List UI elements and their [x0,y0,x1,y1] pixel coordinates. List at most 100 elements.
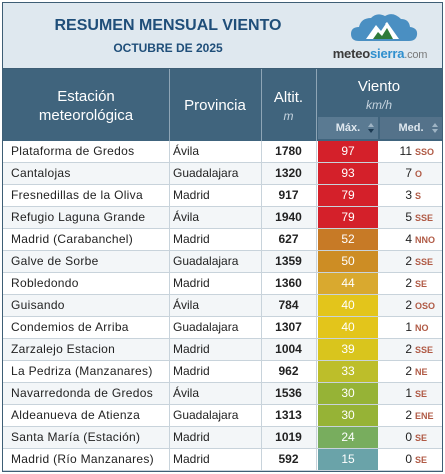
table-column-header: Estación meteorológica Provincia Altit. … [3,69,442,141]
avg-wind-cell: 1 SE [380,383,442,404]
station-name: Aldeanueva de Atienza [11,408,141,422]
table-row[interactable]: La Pedriza (Manzanares) Madrid 962 33 2 NE [3,361,442,383]
wind-direction: SSO [415,147,435,157]
province-cell: Madrid [173,276,210,290]
table-row[interactable]: Guisando Ávila 784 40 2 OSO [3,295,442,317]
table-row[interactable]: Plataforma de Gredos Ávila 1780 97 11 SSO [3,141,442,163]
altitude-cell: 1320 [275,166,302,180]
cell-divider [261,251,262,273]
station-name: Refugio Laguna Grande [11,210,146,224]
cell-divider [316,383,317,405]
wind-column-header: Viento km/h [316,77,442,115]
max-wind-cell: 30 [318,405,378,426]
table-row[interactable]: Fresnedillas de la Oliva Madrid 917 79 3 S [3,185,442,207]
cell-divider [261,317,262,339]
cell-divider [261,361,262,383]
cell-divider [261,449,262,471]
altitude-cell: 1359 [275,254,302,268]
altitude-column-header: Altit. m [261,88,316,126]
avg-wind-value: 5 [405,210,412,224]
avg-wind-cell: 2 SSE [380,251,442,272]
table-row[interactable]: Cantalojas Guadalajara 1320 93 7 O [3,163,442,185]
cell-divider [261,339,262,361]
wind-direction: SSE [415,345,434,355]
max-wind-cell: 50 [318,251,378,272]
province-cell: Ávila [173,144,200,158]
station-name: Madrid (Carabanchel) [11,232,134,246]
table-row[interactable]: Robledondo Madrid 1360 44 2 SE [3,273,442,295]
cell-divider [169,295,170,317]
avg-wind-cell: 4 NNO [380,229,442,250]
avg-wind-value: 2 [405,254,412,268]
province-cell: Madrid [173,342,210,356]
cell-divider [261,427,262,449]
sort-desc-icon [368,123,374,133]
station-column-header: Estación meteorológica [3,87,169,125]
cell-divider [261,229,262,251]
meteosierra-logo[interactable]: meteosierra.com [321,9,439,65]
altitude-cell: 1019 [275,430,302,444]
cell-divider [316,405,317,427]
wind-direction: SE [415,389,428,399]
avg-wind-value: 1 [405,320,412,334]
station-name: Madrid (Río Manzanares) [11,452,154,466]
max-wind-cell: 30 [318,383,378,404]
med-sort-header[interactable]: Med. [380,117,442,139]
province-cell: Madrid [173,188,210,202]
table-row[interactable]: Zarzalejo Estacion Madrid 1004 39 2 SSE [3,339,442,361]
table-row[interactable]: Refugio Laguna Grande Ávila 1940 79 5 SSE [3,207,442,229]
cloud-mountain-icon [351,14,418,41]
avg-wind-cell: 0 SE [380,427,442,448]
province-cell: Madrid [173,452,210,466]
wind-direction: OSO [415,301,436,311]
province-cell: Madrid [173,430,210,444]
station-name: Santa María (Estación) [11,430,141,444]
altitude-cell: 1360 [275,276,302,290]
cell-divider [169,427,170,449]
station-header-line2: meteorológica [38,107,134,124]
avg-wind-value: 3 [405,188,412,202]
logo-wordmark: meteosierra.com [321,46,439,61]
column-divider [316,69,317,141]
wind-header-label: Viento [357,78,401,95]
altitude-cell: 1313 [275,408,302,422]
cell-divider [316,141,317,163]
table-row[interactable]: Santa María (Estación) Madrid 1019 24 0 SE [3,427,442,449]
station-name: Galve de Sorbe [11,254,99,268]
altitude-cell: 1536 [275,386,302,400]
province-column-header: Provincia [184,97,246,114]
med-header-label: Med. [398,122,424,134]
wind-direction: SSE [415,213,434,223]
avg-wind-value: 7 [405,166,412,180]
column-divider [169,69,170,141]
max-wind-cell: 40 [318,295,378,316]
table-row[interactable]: Condemios de Arriba Guadalajara 1307 40 1 NO [3,317,442,339]
avg-wind-value: 11 [399,144,412,158]
altitude-cell: 1307 [275,320,302,334]
wind-direction: NNO [415,235,435,245]
province-cell: Ávila [173,210,200,224]
table-row[interactable]: Madrid (Río Manzanares) Madrid 592 15 0 SE [3,449,442,471]
table-row[interactable]: Navarredonda de Gredos Ávila 1536 30 1 SE [3,383,442,405]
altitude-cell: 917 [278,188,299,202]
cell-divider [316,229,317,251]
station-name: Fresnedillas de la Oliva [11,188,143,202]
max-wind-cell: 93 [318,163,378,184]
wind-direction: NO [415,323,429,333]
table-row[interactable]: Madrid (Carabanchel) Madrid 627 52 4 NNO [3,229,442,251]
cell-divider [261,207,262,229]
max-header-label: Máx. [335,122,361,134]
table-row[interactable]: Galve de Sorbe Guadalajara 1359 50 2 SSE [3,251,442,273]
max-sort-header[interactable]: Máx. [318,117,378,139]
max-wind-cell: 52 [318,229,378,250]
max-wind-cell: 40 [318,317,378,338]
province-cell: Guadalajara [173,166,239,180]
avg-wind-value: 2 [405,408,412,422]
cell-divider [169,449,170,471]
table-row[interactable]: Aldeanueva de Atienza Guadalajara 1313 30 2 E… [3,405,442,427]
avg-wind-value: 2 [405,276,412,290]
max-wind-cell: 44 [318,273,378,294]
cell-divider [169,339,170,361]
